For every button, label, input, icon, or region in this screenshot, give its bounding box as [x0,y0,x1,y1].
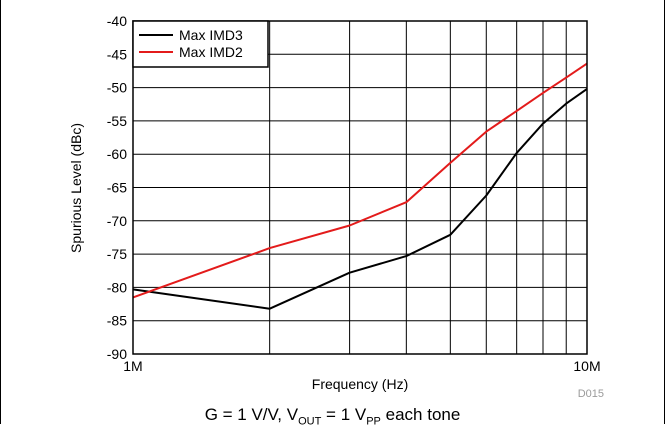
legend-box [132,20,269,68]
x-axis-label: Frequency (Hz) [312,376,408,392]
x-tick-label: 10M [573,358,600,374]
series-group [132,62,588,310]
legend-label: Max IMD3 [179,27,243,43]
grid-lines [133,21,587,354]
y-axis-label: Spurious Level (dBc) [68,123,84,253]
caption-sub-pp: PP [366,415,381,428]
y-tick-label: -70 [107,213,127,229]
caption-suffix: each tone [380,405,461,424]
y-tick-label: -45 [107,46,127,62]
y-tick-label: -85 [107,313,127,329]
caption-sub-out: OUT [298,415,322,428]
x-tick-labels: 1M 10M [123,358,600,374]
y-tick-label: -60 [107,146,127,162]
figure-code: D015 [578,388,604,400]
plot-border [132,20,588,355]
chart-caption: G = 1 V/V, VOUT = 1 VPP each tone [0,405,665,427]
y-tick-label: -50 [107,80,127,96]
y-tick-label: -40 [107,13,127,29]
caption-middle: = 1 V [321,405,367,424]
y-tick-label: -90 [107,346,127,362]
legend-label: Max IMD2 [179,44,243,60]
series-line-imd2 [132,62,588,299]
y-tick-labels: -40 -45 -50 -55 -60 -65 -70 -75 -80 -85 -90 [107,13,127,362]
y-tick-label: -55 [107,113,127,129]
series-line-imd3 [132,88,588,310]
y-tick-label: -80 [107,279,127,295]
y-tick-label: -75 [107,246,127,262]
y-tick-label: -65 [107,180,127,196]
x-tick-label: 1M [123,358,142,374]
caption-prefix: G = 1 V/V, V [204,405,299,424]
